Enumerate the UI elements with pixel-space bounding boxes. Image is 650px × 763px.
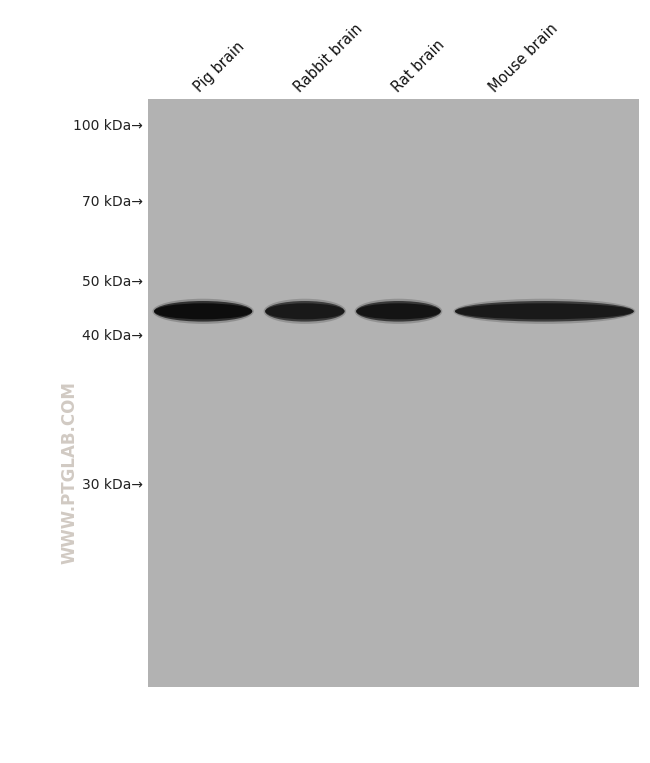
Ellipse shape [455, 303, 634, 320]
Ellipse shape [154, 303, 252, 320]
Text: Pig brain: Pig brain [191, 40, 247, 95]
Ellipse shape [355, 299, 443, 324]
Ellipse shape [356, 303, 441, 320]
Text: Rat brain: Rat brain [389, 37, 447, 95]
Text: Mouse brain: Mouse brain [487, 21, 561, 95]
Text: 100 kDa→: 100 kDa→ [73, 119, 143, 133]
Ellipse shape [263, 299, 346, 324]
Bar [148, 99, 639, 687]
Ellipse shape [154, 301, 252, 322]
Text: 50 kDa→: 50 kDa→ [82, 275, 143, 289]
Text: 70 kDa→: 70 kDa→ [82, 195, 143, 209]
Ellipse shape [453, 299, 635, 324]
Ellipse shape [455, 301, 634, 322]
Ellipse shape [152, 299, 254, 324]
Text: WWW.PTGLAB.COM: WWW.PTGLAB.COM [60, 382, 79, 565]
Ellipse shape [265, 301, 344, 322]
Ellipse shape [265, 303, 344, 320]
Text: 40 kDa→: 40 kDa→ [82, 329, 143, 343]
Text: Rabbit brain: Rabbit brain [292, 21, 365, 95]
Text: 30 kDa→: 30 kDa→ [82, 478, 143, 491]
Ellipse shape [356, 301, 441, 322]
